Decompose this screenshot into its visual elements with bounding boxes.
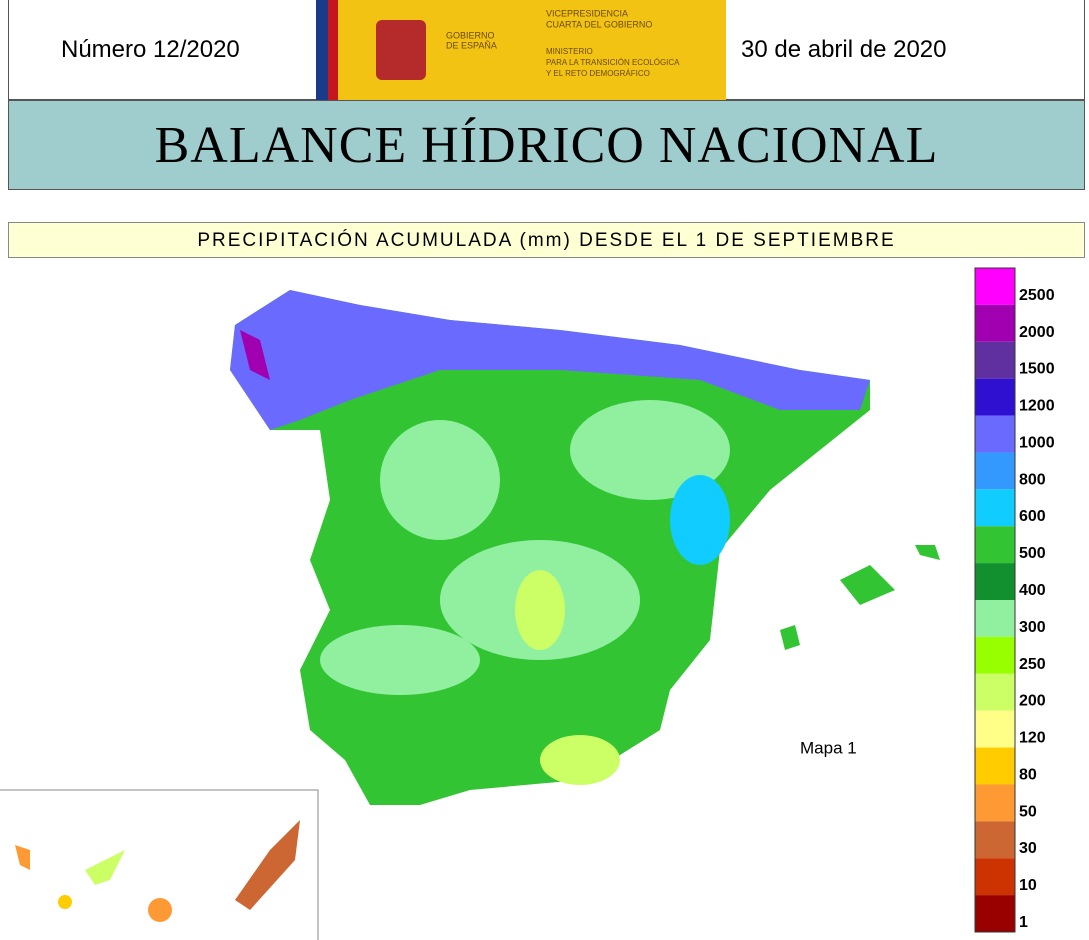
legend-swatch [975, 636, 1015, 674]
logo-text: MINISTERIO [546, 47, 593, 56]
canarias [235, 820, 300, 910]
header: Número 12/2020 30 de abril de 2020 GOBIE… [8, 0, 1085, 100]
legend-swatch [975, 268, 1015, 305]
legend-swatch [975, 600, 1015, 637]
canarias [15, 845, 30, 870]
title: BALANCE HÍDRICO NACIONAL [8, 100, 1085, 190]
logo-text: Y EL RETO DEMOGRÁFICO [546, 69, 650, 78]
legend-label: 1000 [1019, 434, 1055, 451]
logo-text: DE ESPAÑA [446, 40, 497, 50]
legend-swatch [975, 747, 1015, 785]
canarias [148, 898, 172, 922]
legend-label: 400 [1019, 582, 1046, 599]
map: Mapa 1 250020001500120010008006005004003… [0, 267, 1055, 940]
legend-swatch [975, 673, 1015, 711]
zone [320, 625, 480, 695]
legend-swatch [975, 489, 1015, 527]
legend-swatch [975, 895, 1015, 932]
zone [515, 570, 565, 650]
legend-swatch [975, 563, 1015, 600]
logo-text: GOBIERNO [446, 30, 495, 40]
logo-text: PARA LA TRANSICIÓN ECOLÓGICA [546, 58, 680, 67]
legend-label: 1500 [1019, 361, 1055, 378]
canarias-frame [0, 789, 319, 940]
legend-label: 300 [1019, 619, 1046, 636]
legend-swatch [975, 378, 1015, 416]
legend-swatch [975, 304, 1015, 342]
legend-frame [974, 267, 1016, 933]
legend-swatch [975, 452, 1015, 490]
legend-label: 1 [1019, 914, 1028, 931]
legend-swatch [975, 415, 1015, 453]
legend-swatch [975, 821, 1015, 859]
baleares [780, 625, 800, 650]
legend-label: 2500 [1019, 287, 1055, 304]
legend-swatch [975, 784, 1015, 822]
legend-label: 200 [1019, 693, 1046, 710]
legend-swatch [975, 526, 1015, 564]
zone [670, 475, 730, 565]
baleares [840, 565, 895, 605]
legend-label: 120 [1019, 730, 1046, 747]
subtitle: PRECIPITACIÓN ACUMULADA (mm) DESDE EL 1 … [8, 222, 1085, 258]
zone [380, 420, 500, 540]
legend-swatch [975, 858, 1015, 896]
logo: GOBIERNO DE ESPAÑA VICEPRESIDENCIA CUART… [316, 0, 726, 100]
legend-label: 500 [1019, 545, 1046, 562]
north-region [230, 290, 870, 430]
legend-label: 1200 [1019, 398, 1055, 415]
logo-text: CUARTA DEL GOBIERNO [546, 19, 652, 29]
zone [540, 735, 620, 785]
map-label: Mapa 1 [800, 738, 857, 757]
zone [570, 400, 730, 500]
legend-label: 30 [1019, 840, 1037, 857]
legend-label: 50 [1019, 803, 1037, 820]
bulletin-number: Número 12/2020 [61, 36, 240, 63]
bulletin-date: 30 de abril de 2020 [741, 36, 947, 63]
baleares [915, 545, 940, 560]
legend-label: 2000 [1019, 324, 1055, 341]
canarias [85, 850, 125, 885]
galicia-peak [240, 330, 270, 380]
legend-label: 800 [1019, 471, 1046, 488]
legend-label: 10 [1019, 877, 1037, 894]
legend-label: 600 [1019, 508, 1046, 525]
legend-label: 250 [1019, 656, 1046, 673]
legend-swatch [975, 710, 1015, 748]
canarias [58, 895, 72, 909]
logo-text: VICEPRESIDENCIA [546, 8, 628, 18]
legend-swatch [975, 341, 1015, 379]
legend: 2500 2000 1500 1200 1000 800 600 500 400 300 250 20… [974, 267, 1055, 933]
legend-label: 80 [1019, 766, 1037, 783]
